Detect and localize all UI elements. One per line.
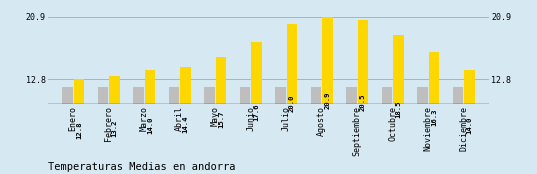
Text: 18.5: 18.5 — [395, 100, 402, 118]
Bar — [346, 87, 357, 174]
Text: 17.6: 17.6 — [253, 104, 259, 121]
Bar — [74, 79, 84, 174]
Bar — [417, 87, 428, 174]
Bar — [429, 52, 439, 174]
Text: 20.5: 20.5 — [360, 93, 366, 110]
Bar — [464, 70, 475, 174]
Bar — [453, 87, 463, 174]
Text: 20.9: 20.9 — [324, 92, 330, 109]
Bar — [180, 67, 191, 174]
Bar — [62, 87, 73, 174]
Bar — [358, 20, 368, 174]
Bar — [393, 35, 404, 174]
Text: 14.4: 14.4 — [183, 116, 188, 133]
Text: 15.7: 15.7 — [218, 111, 224, 128]
Bar — [204, 87, 215, 174]
Bar — [144, 70, 155, 174]
Text: 14.0: 14.0 — [467, 117, 473, 135]
Bar — [275, 87, 286, 174]
Text: 20.0: 20.0 — [289, 95, 295, 112]
Bar — [382, 87, 393, 174]
Bar — [98, 87, 108, 174]
Bar — [322, 17, 333, 174]
Bar — [169, 87, 179, 174]
Bar — [251, 42, 262, 174]
Bar — [133, 87, 144, 174]
Text: Temperaturas Medias en andorra: Temperaturas Medias en andorra — [48, 162, 236, 172]
Text: 14.0: 14.0 — [147, 117, 153, 135]
Bar — [215, 57, 226, 174]
Bar — [109, 76, 120, 174]
Bar — [240, 87, 250, 174]
Text: 12.8: 12.8 — [76, 121, 82, 139]
Text: 13.2: 13.2 — [111, 120, 118, 137]
Bar — [311, 87, 322, 174]
Text: 16.3: 16.3 — [431, 109, 437, 126]
Bar — [287, 24, 297, 174]
